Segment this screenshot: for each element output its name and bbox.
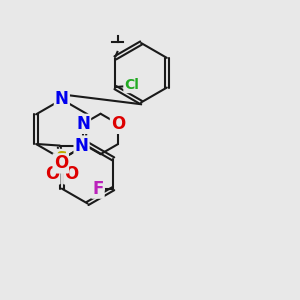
Text: O: O — [64, 165, 79, 183]
Text: F: F — [92, 180, 103, 198]
Text: O: O — [111, 115, 125, 133]
Text: Cl: Cl — [124, 78, 139, 92]
Text: N: N — [76, 115, 90, 133]
Text: N: N — [55, 91, 69, 109]
Text: S: S — [56, 150, 68, 168]
Text: N: N — [75, 136, 88, 154]
Text: O: O — [45, 165, 59, 183]
Text: O: O — [54, 154, 68, 172]
